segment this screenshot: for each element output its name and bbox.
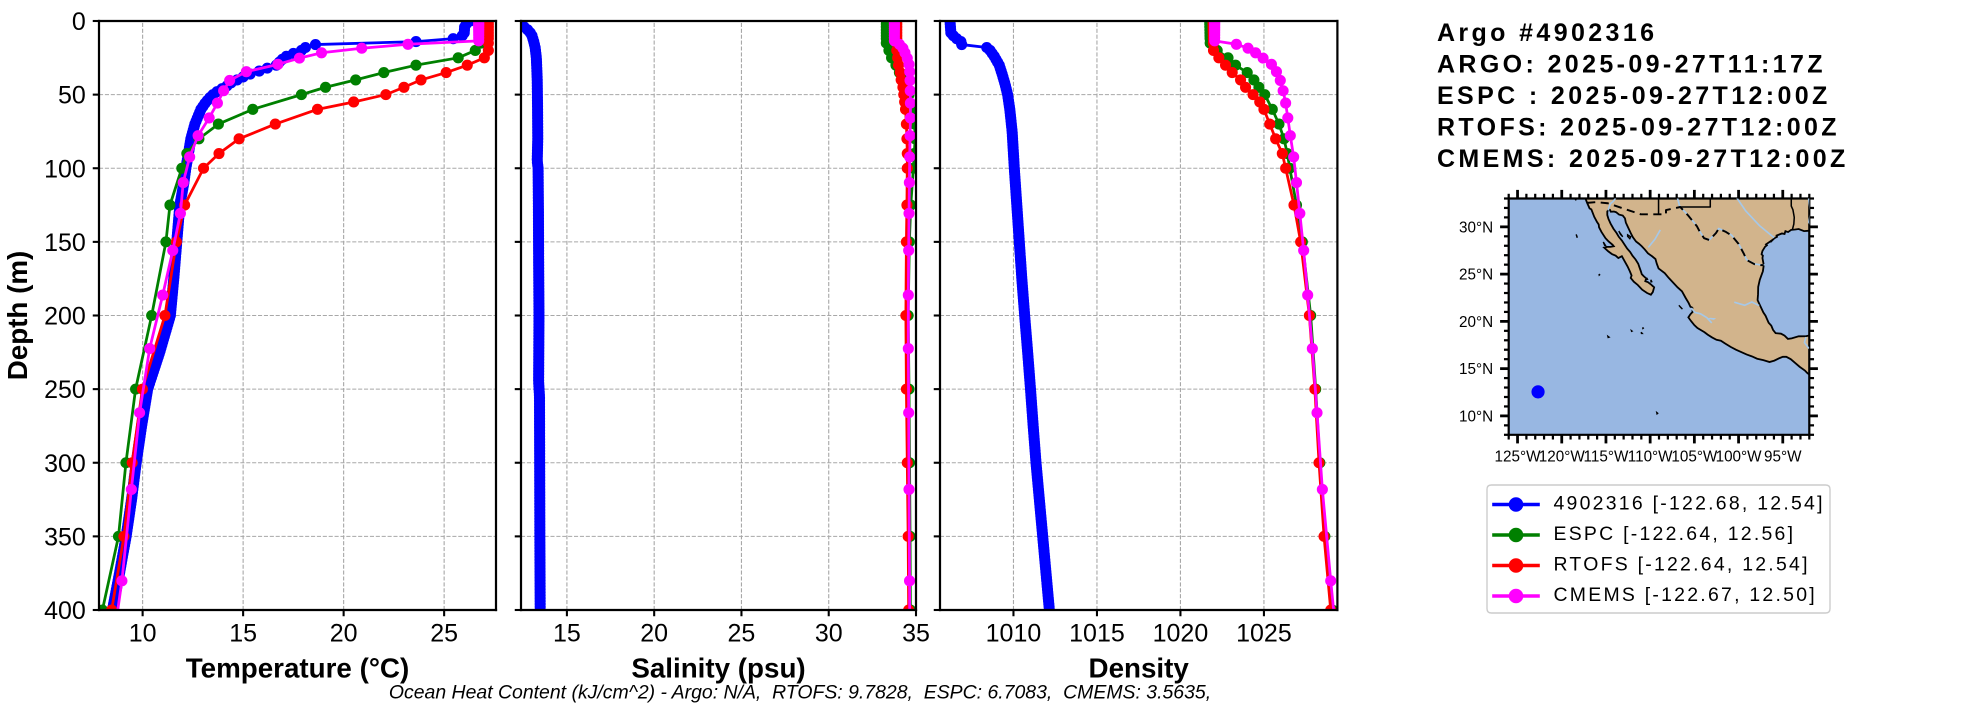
svg-text:35: 35 [902,619,930,647]
svg-text:250: 250 [44,376,86,404]
svg-text:50: 50 [58,82,86,110]
svg-text:4902316 [-122.68, 12.54]: 4902316 [-122.68, 12.54] [1554,493,1825,515]
svg-text:95°W: 95°W [1764,448,1802,465]
svg-text:120°W: 120°W [1539,448,1586,465]
svg-text:1025: 1025 [1236,619,1292,647]
svg-text:ESPC : 2025-09-27T12:00Z: ESPC : 2025-09-27T12:00Z [1437,82,1831,110]
svg-text:Argo #4902316: Argo #4902316 [1437,19,1657,47]
svg-text:10: 10 [129,619,157,647]
svg-text:CMEMS [-122.67, 12.50]: CMEMS [-122.67, 12.50] [1554,584,1817,606]
svg-text:Density: Density [1089,653,1190,684]
svg-text:25: 25 [728,619,756,647]
svg-text:1015: 1015 [1069,619,1125,647]
svg-text:105°W: 105°W [1671,448,1718,465]
svg-text:20: 20 [640,619,668,647]
svg-text:20°N: 20°N [1459,314,1493,331]
svg-text:RTOFS [-122.64, 12.54]: RTOFS [-122.64, 12.54] [1554,554,1810,576]
svg-text:Salinity (psu): Salinity (psu) [631,653,805,684]
svg-text:ESPC [-122.64, 12.56]: ESPC [-122.64, 12.56] [1554,523,1796,545]
svg-text:Depth (m): Depth (m) [2,251,33,381]
svg-text:15: 15 [229,619,257,647]
svg-text:20: 20 [330,619,358,647]
svg-text:30°N: 30°N [1459,219,1493,236]
svg-text:125°W: 125°W [1495,448,1542,465]
svg-text:25°N: 25°N [1459,267,1493,284]
svg-text:300: 300 [44,450,86,478]
svg-text:100°W: 100°W [1716,448,1763,465]
svg-text:25: 25 [430,619,458,647]
svg-text:ARGO: 2025-09-27T11:17Z: ARGO: 2025-09-27T11:17Z [1437,51,1826,79]
svg-text:Temperature (°C): Temperature (°C) [186,653,410,684]
svg-text:200: 200 [44,303,86,331]
svg-text:RTOFS: 2025-09-27T12:00Z: RTOFS: 2025-09-27T12:00Z [1437,113,1840,141]
svg-text:400: 400 [44,597,86,625]
svg-text:15°N: 15°N [1459,361,1493,378]
svg-text:350: 350 [44,523,86,551]
svg-text:10°N: 10°N [1459,408,1493,425]
svg-text:1010: 1010 [986,619,1042,647]
svg-text:115°W: 115°W [1584,448,1629,465]
svg-text:110°W: 110°W [1628,448,1673,465]
svg-text:30: 30 [815,619,843,647]
svg-text:15: 15 [553,619,581,647]
svg-text:100: 100 [44,155,86,183]
svg-text:CMEMS: 2025-09-27T12:00Z: CMEMS: 2025-09-27T12:00Z [1437,145,1849,173]
svg-text:1020: 1020 [1153,619,1209,647]
svg-text:0: 0 [72,8,86,36]
svg-text:Ocean Heat Content (kJ/cm^2) -: Ocean Heat Content (kJ/cm^2) - Argo: N/A… [389,682,1211,704]
svg-text:150: 150 [44,229,86,257]
